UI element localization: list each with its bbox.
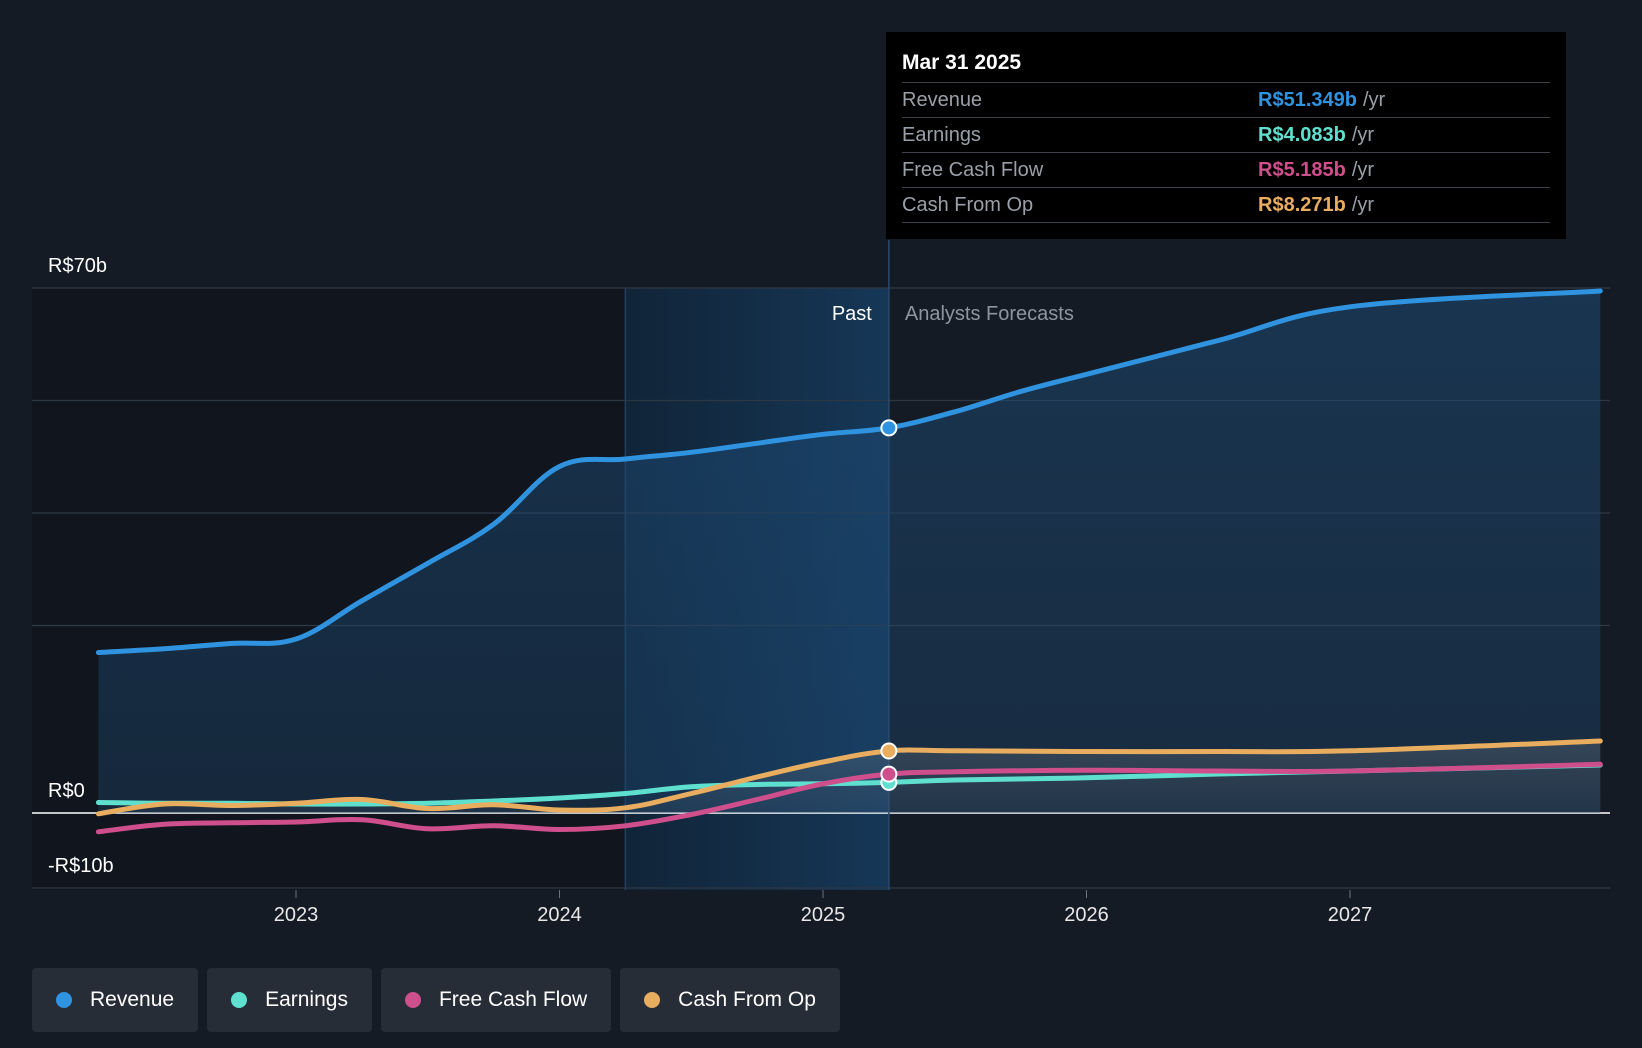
tooltip-value: R$51.349b: [1258, 88, 1357, 111]
tooltip: Mar 31 2025 Revenue R$51.349b /yr Earnin…: [886, 32, 1566, 239]
tooltip-unit: /yr: [1362, 88, 1386, 111]
tooltip-row-earnings: Earnings R$4.083b /yr: [902, 117, 1550, 152]
y-label-zero: R$0: [48, 780, 85, 802]
tooltip-value: R$8.271b: [1258, 193, 1346, 216]
tooltip-unit: /yr: [1351, 158, 1375, 181]
y-label-bottom: -R$10b: [48, 855, 114, 877]
tooltip-label: Earnings: [902, 123, 981, 146]
tooltip-label: Revenue: [902, 88, 983, 111]
tooltip-row-free-cash-flow: Free Cash Flow R$5.185b /yr: [902, 152, 1550, 187]
revenue-dot-icon: [56, 992, 72, 1008]
x-tick-label: 2023: [274, 904, 319, 926]
legend-item-revenue[interactable]: Revenue: [32, 968, 199, 1032]
free-cash-flow-dot-icon: [404, 992, 421, 1008]
free-cash-flow-line: [95, 761, 1603, 835]
past-label: Past: [832, 303, 872, 325]
legend-item-cash-from-op[interactable]: Cash From Op: [620, 968, 840, 1032]
legend-label: Earnings: [265, 988, 348, 1011]
legend-item-free-cash-flow[interactable]: Free Cash Flow: [380, 968, 612, 1032]
earnings-dot-icon: [231, 992, 248, 1008]
tooltip-label: Free Cash Flow: [902, 158, 1044, 181]
free-cash-flow-marker: [880, 765, 898, 783]
tooltip-unit: /yr: [1351, 193, 1375, 216]
y-label-top: R$70b: [48, 255, 107, 277]
revenue-line: [95, 288, 1603, 655]
x-tick-label: 2025: [801, 904, 846, 926]
legend-label: Cash From Op: [678, 988, 816, 1011]
x-tick-label: 2027: [1328, 904, 1373, 926]
cash-from-op-line: [95, 738, 1603, 817]
tooltip-value: R$5.185b: [1258, 158, 1346, 181]
revenue-marker: [880, 419, 898, 437]
tooltip-value: R$4.083b: [1258, 123, 1346, 146]
tooltip-label: Cash From Op: [902, 193, 1034, 216]
x-tick-label: 2026: [1064, 904, 1109, 926]
cash-from-op-marker: [880, 742, 898, 760]
forecast-label: Analysts Forecasts: [905, 303, 1074, 325]
legend: Revenue Earnings Free Cash Flow Cash Fro…: [32, 968, 840, 1032]
cash-from-op-dot-icon: [644, 992, 661, 1008]
tooltip-row-revenue: Revenue R$51.349b /yr: [902, 82, 1550, 117]
legend-label: Free Cash Flow: [438, 988, 588, 1011]
legend-item-earnings[interactable]: Earnings: [207, 968, 372, 1032]
tooltip-unit: /yr: [1351, 123, 1375, 146]
tooltip-date: Mar 31 2025: [902, 51, 1022, 74]
tooltip-row-cash-from-op: Cash From Op R$8.271b /yr: [902, 187, 1550, 223]
x-tick-label: 2024: [537, 904, 582, 926]
revenue-area: [98, 291, 1601, 813]
legend-label: Revenue: [90, 988, 175, 1011]
